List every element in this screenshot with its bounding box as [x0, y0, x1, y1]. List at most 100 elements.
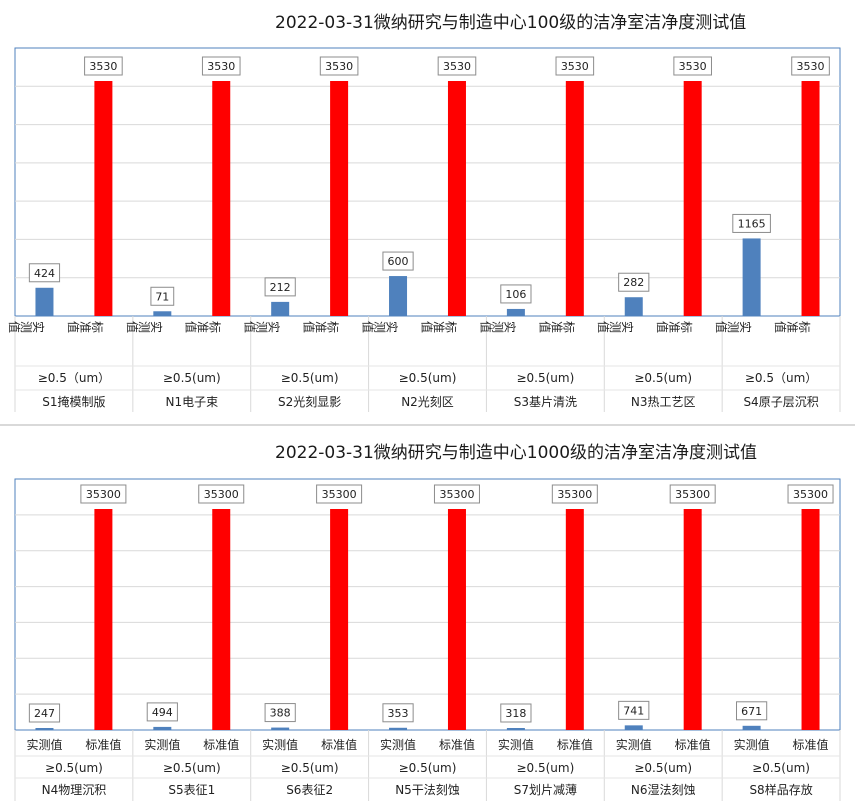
bar-measured: [506, 728, 525, 730]
bar-measured: [271, 301, 290, 316]
data-label-box: [150, 286, 175, 306]
data-label: 671: [741, 705, 762, 718]
series-tick-label: 标准值: [420, 320, 457, 334]
series-tick-label: 实测值: [8, 320, 46, 334]
size-tick-label: ≥0.5(um): [163, 761, 221, 775]
series-tick-label: 实测值: [479, 320, 517, 334]
data-label: 3530: [89, 60, 117, 73]
data-label-box: [382, 251, 414, 271]
bar-standard: [447, 509, 466, 730]
data-label-box: [201, 56, 241, 76]
category-tick-label: S1掩模制版: [42, 395, 105, 409]
data-label: 3530: [797, 60, 825, 73]
data-label: 353: [388, 707, 409, 720]
bar-measured: [742, 238, 761, 316]
bar-standard: [565, 509, 584, 730]
data-label-box: [146, 702, 178, 722]
category-tick-label: N1电子束: [165, 395, 218, 409]
data-label-box: [551, 484, 598, 504]
bar-measured: [35, 728, 54, 730]
data-label-box: [791, 56, 830, 76]
bar-standard: [94, 509, 113, 730]
bar-standard: [801, 81, 820, 316]
chart-svg-100: 424 实测值 3530 标准值 ≥0.5（um） S1掩模制版 71 实测值 3530 标准值 ≥…: [8, 47, 841, 412]
data-label: 35300: [793, 488, 828, 501]
bar-measured: [153, 311, 172, 316]
data-label-box: [673, 56, 712, 76]
data-label-box: [500, 284, 532, 304]
size-tick-label: ≥0.5(um): [281, 761, 339, 775]
series-tick-label: 实测值: [126, 320, 164, 334]
category-tick-label: S6表征2: [286, 783, 333, 797]
category-tick-label: S3基片清洗: [514, 395, 577, 409]
data-label: 600: [388, 255, 409, 268]
data-label: 741: [623, 704, 644, 717]
series-tick-label: 标准值: [321, 737, 357, 752]
bar-standard: [447, 81, 466, 316]
data-label: 424: [34, 267, 55, 280]
series-tick-label: 实测值: [734, 737, 770, 752]
size-tick-label: ≥0.5（um）: [745, 371, 817, 385]
category-tick-label: N2光刻区: [401, 395, 454, 409]
data-label: 3530: [561, 60, 589, 73]
data-label: 247: [34, 707, 55, 720]
size-tick-label: ≥0.5(um): [634, 371, 692, 385]
category-tick-label: S2光刻显影: [278, 395, 341, 409]
data-label-box: [437, 56, 477, 76]
chart-title: 2022-03-31微纳研究与制造中心1000级的洁净室洁净度测试值: [275, 443, 758, 463]
data-label-box: [198, 484, 245, 504]
series-tick-label: 标准值: [203, 737, 239, 752]
series-tick-label: 标准值: [439, 737, 475, 752]
series-tick-label: 标准值: [774, 320, 811, 334]
series-tick-label: 实测值: [144, 737, 180, 752]
bar-measured: [506, 308, 525, 316]
plot-area: [14, 478, 841, 731]
data-label: 3530: [325, 60, 353, 73]
category-tick-label: N4物理沉积: [42, 783, 107, 797]
series-tick-label: 标准值: [85, 737, 121, 752]
series-tick-label: 实测值: [262, 737, 298, 752]
data-label: 35300: [675, 488, 710, 501]
series-tick-label: 实测值: [616, 737, 652, 752]
bar-standard: [683, 509, 702, 730]
data-label-box: [264, 703, 296, 723]
data-label: 1165: [738, 217, 766, 230]
bar-standard: [94, 81, 113, 316]
category-tick-label: N6湿法刻蚀: [631, 782, 696, 797]
size-tick-label: ≥0.5（um）: [38, 371, 110, 385]
series-tick-label: 实测值: [597, 320, 635, 334]
series-tick-label: 标准值: [557, 737, 593, 752]
series-tick-label: 标准值: [675, 737, 711, 752]
data-label: 35300: [204, 488, 239, 501]
data-label-box: [787, 484, 834, 504]
series-tick-label: 标准值: [538, 320, 575, 334]
chart-title: 2022-03-31微纳研究与制造中心100级的洁净室洁净度测试值: [275, 13, 747, 33]
size-tick-label: ≥0.5(um): [281, 371, 339, 385]
plot-area: [14, 47, 841, 317]
series-tick-label: 标准值: [185, 320, 222, 334]
series-tick-label: 实测值: [498, 737, 534, 752]
chart-svg-1000: 247 实测值 35300 标准值 ≥0.5(um) N4物理沉积 494 实测值 35300 标…: [14, 478, 841, 801]
series-tick-label: 标准值: [303, 320, 340, 334]
data-label-box: [732, 213, 771, 233]
data-label: 35300: [86, 488, 121, 501]
data-label-box: [555, 56, 595, 76]
data-label-box: [618, 272, 650, 292]
bar-measured: [624, 297, 643, 316]
data-label-box: [316, 484, 363, 504]
category-tick-label: S8样品存放: [749, 782, 812, 797]
series-tick-label: 标准值: [67, 320, 104, 334]
data-label: 3530: [679, 60, 707, 73]
series-tick-label: 标准值: [656, 320, 693, 334]
category-tick-label: N5干法刻蚀: [395, 783, 460, 797]
data-label: 3530: [443, 60, 471, 73]
category-tick-label: S4原子层沉积: [743, 395, 818, 409]
data-label-box: [669, 484, 716, 504]
size-tick-label: ≥0.5(um): [516, 371, 574, 385]
bar-standard: [330, 509, 349, 730]
category-tick-label: N3热工艺区: [631, 395, 696, 409]
size-tick-label: ≥0.5(um): [516, 761, 574, 775]
bar-measured: [271, 727, 290, 730]
bar-measured: [742, 725, 761, 730]
bar-standard: [212, 81, 231, 316]
